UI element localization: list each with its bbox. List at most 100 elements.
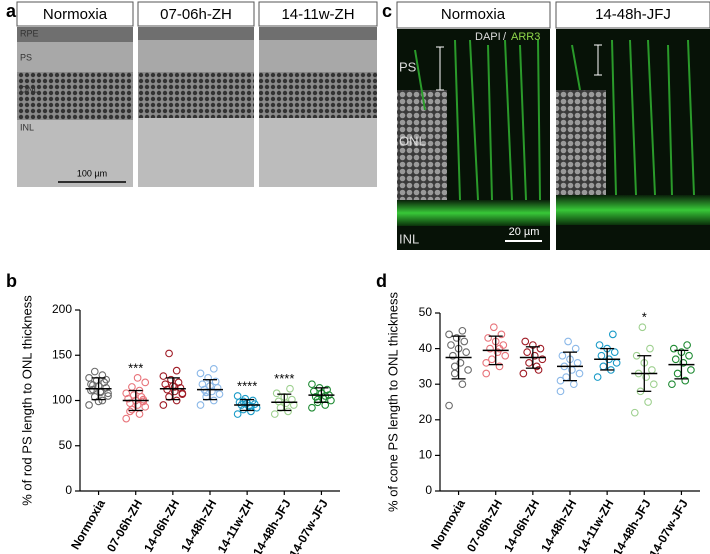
data-point (178, 389, 187, 398)
data-point (464, 366, 472, 374)
data-point (133, 401, 142, 409)
data-point (486, 344, 494, 353)
data-point (668, 380, 676, 389)
x-tick-label: 14-48h-JFJ (250, 497, 293, 554)
y-axis-title: % of rod PS length to ONL thickness (19, 295, 34, 506)
significance: * (642, 310, 647, 325)
data-point (163, 385, 172, 394)
data-point (445, 330, 453, 339)
data-point (462, 348, 471, 357)
y-tick-label: 40 (419, 341, 433, 355)
data-point (135, 410, 144, 418)
data-point (450, 362, 459, 371)
y-tick-label: 30 (419, 376, 433, 390)
stain-separator: / (503, 31, 507, 43)
data-point (575, 369, 584, 378)
data-point (133, 374, 142, 382)
data-point (172, 366, 181, 375)
data-point (482, 369, 491, 378)
x-tick-label: 14-11w-ZH (575, 497, 617, 554)
data-point (170, 383, 179, 391)
data-point (673, 369, 682, 378)
data-point (558, 351, 567, 360)
data-point (685, 351, 693, 360)
data-point (167, 375, 175, 384)
data-point (683, 341, 691, 349)
data-point (87, 386, 95, 395)
layer-label: PS (20, 52, 32, 62)
data-point (649, 380, 658, 389)
data-point (196, 401, 205, 409)
data-point (534, 366, 543, 374)
panel-label: d (376, 271, 387, 291)
data-point (452, 334, 461, 342)
data-point (538, 355, 547, 364)
data-point (484, 334, 492, 342)
data-point (233, 410, 242, 418)
layer-label: INL (399, 231, 419, 246)
data-point (595, 341, 604, 349)
y-tick-label: 50 (419, 305, 433, 319)
data-point (669, 344, 678, 353)
data-point (608, 330, 617, 339)
data-point (284, 407, 292, 416)
data-point (129, 391, 138, 399)
data-point (124, 394, 132, 403)
data-point (270, 410, 279, 418)
layer-label: RPE (20, 28, 39, 38)
layer-label: ONL (20, 84, 39, 94)
panel-label: a (6, 1, 17, 21)
data-point (599, 362, 608, 371)
data-point (208, 387, 216, 396)
data-point (128, 383, 136, 391)
data-point (85, 401, 93, 409)
data-point (569, 380, 578, 389)
x-tick-label: Normoxia (68, 497, 108, 552)
data-point (215, 390, 224, 399)
stain-label: DAPI (475, 31, 501, 43)
x-tick-label: 14-48h-ZH (178, 497, 219, 554)
data-point (648, 366, 656, 374)
micrograph-c: Normoxia 14-48h-JFJ DAPI / ARR3 PS ONL I… (396, 1, 710, 250)
panel-label: b (6, 271, 17, 291)
layer-label: PS (399, 59, 417, 74)
data-point (681, 376, 690, 385)
data-point (573, 358, 582, 367)
data-point (90, 367, 99, 376)
panel-label: c (382, 1, 392, 21)
data-point (525, 358, 533, 367)
data-point (556, 376, 565, 385)
data-point (519, 369, 528, 378)
data-point (85, 374, 93, 382)
micrograph-a: Normoxia 07-06h-ZH 14-11w-ZH RPE PS ONL … (16, 1, 378, 187)
x-tick-label: 14-48h-ZH (538, 497, 579, 554)
x-tick-label: 07-06h-ZH (464, 497, 505, 554)
data-point (458, 380, 467, 389)
x-tick-label: 14-11w-ZH (215, 497, 257, 554)
x-tick-label: 14-07w-JFJ (286, 497, 330, 554)
image-title: Normoxia (441, 6, 506, 23)
data-point (98, 396, 107, 405)
data-point (593, 373, 602, 381)
data-point (104, 389, 112, 398)
data-point (272, 389, 281, 398)
y-tick-label: 50 (59, 438, 73, 452)
data-point (102, 375, 111, 384)
x-tick-label: 14-07w-JFJ (646, 497, 690, 554)
data-point (308, 403, 316, 412)
x-tick-label: 14-06h-ZH (501, 497, 542, 554)
data-point (630, 408, 639, 417)
layer-label: ONL (399, 133, 426, 148)
scale-bar-label: 100 µm (77, 168, 107, 178)
data-point (196, 369, 205, 378)
data-point (445, 401, 453, 410)
y-tick-label: 150 (52, 347, 72, 361)
data-point (102, 383, 111, 392)
data-point (499, 341, 508, 349)
data-point (174, 378, 183, 387)
data-point (159, 372, 168, 380)
data-point (327, 396, 335, 405)
data-point (556, 387, 565, 396)
data-point (172, 396, 181, 405)
